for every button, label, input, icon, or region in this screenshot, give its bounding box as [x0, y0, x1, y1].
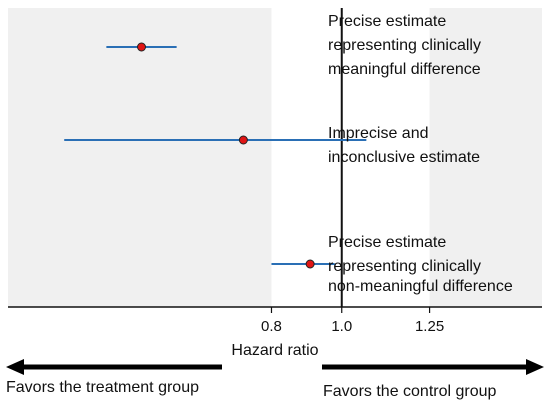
estimate-annotation-2-line-1: Imprecise and — [328, 125, 429, 142]
point-estimate-1 — [137, 42, 146, 52]
x-tick-label-2: 1.0 — [331, 318, 352, 335]
x-axis-ticks: 0.8 1.0 1.25 — [261, 307, 444, 335]
estimate-annotation-1-line-1: Precise estimate — [328, 13, 446, 30]
right-arrow — [322, 359, 544, 375]
estimate-annotation-3-line-2: representing clinically — [328, 258, 481, 275]
point-estimate-2 — [238, 135, 248, 145]
estimate-marks — [64, 42, 367, 269]
left-arrow-label: Favors the treatment group — [6, 379, 199, 396]
x-axis-label: Hazard ratio — [231, 342, 318, 359]
x-tick-label-1: 0.8 — [261, 318, 282, 335]
left-arrow — [6, 359, 222, 375]
estimate-annotation-3-line-1: Precise estimate — [328, 234, 446, 251]
point-estimate-3 — [305, 259, 315, 269]
shaded-region-2 — [429, 8, 542, 307]
x-tick-label-3: 1.25 — [415, 318, 444, 335]
estimate-annotation-3-line-3: non-meaningful difference — [328, 278, 513, 295]
estimate-annotation-2-line-2: inconclusive estimate — [328, 149, 480, 166]
estimate-annotations: Precise estimate representing clinically m… — [328, 13, 513, 295]
estimate-annotation-1-line-2: representing clinically — [328, 37, 481, 54]
right-arrow-label: Favors the control group — [323, 383, 497, 400]
shaded-regions — [8, 8, 542, 307]
estimate-annotation-1-line-3: meaningful difference — [328, 61, 481, 78]
shaded-region-1 — [8, 8, 272, 307]
